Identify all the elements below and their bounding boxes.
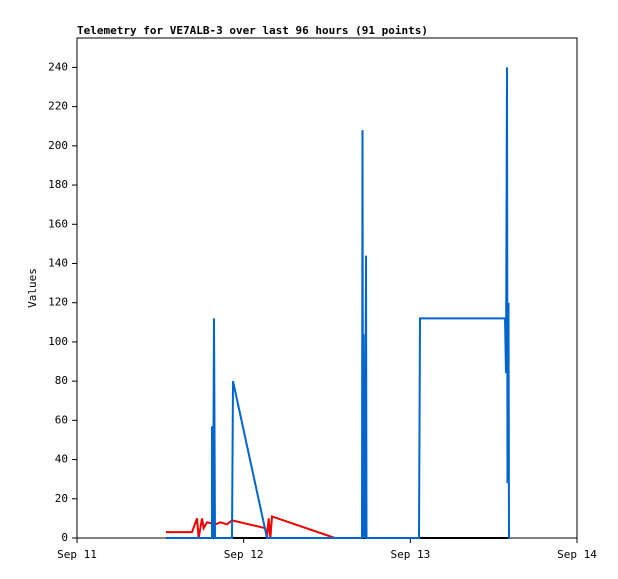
series-line	[166, 67, 510, 539]
y-tick-label: 220	[48, 100, 68, 113]
y-tick-label: 120	[48, 296, 68, 309]
y-tick-label: 0	[61, 531, 68, 544]
y-tick-label: 140	[48, 256, 68, 269]
x-tick-label: Sep 12	[224, 548, 264, 561]
series-line	[166, 515, 336, 539]
x-tick-label: Sep 14	[557, 548, 597, 561]
y-tick-label: 100	[48, 335, 68, 348]
y-tick-label: 240	[48, 60, 68, 73]
y-tick-label: 20	[55, 492, 68, 505]
y-tick-label: 160	[48, 217, 68, 230]
y-tick-label: 60	[55, 413, 68, 426]
y-tick-label: 40	[55, 453, 68, 466]
y-tick-label: 180	[48, 178, 68, 191]
x-tick-label: Sep 11	[57, 548, 97, 561]
plot-frame	[76, 37, 578, 539]
x-tick-label: Sep 13	[390, 548, 430, 561]
y-axis-label: Values	[26, 268, 39, 308]
y-tick-label: 80	[55, 374, 68, 387]
chart-title: Telemetry for VE7ALB-3 over last 96 hour…	[77, 24, 428, 37]
y-tick-label: 200	[48, 139, 68, 152]
